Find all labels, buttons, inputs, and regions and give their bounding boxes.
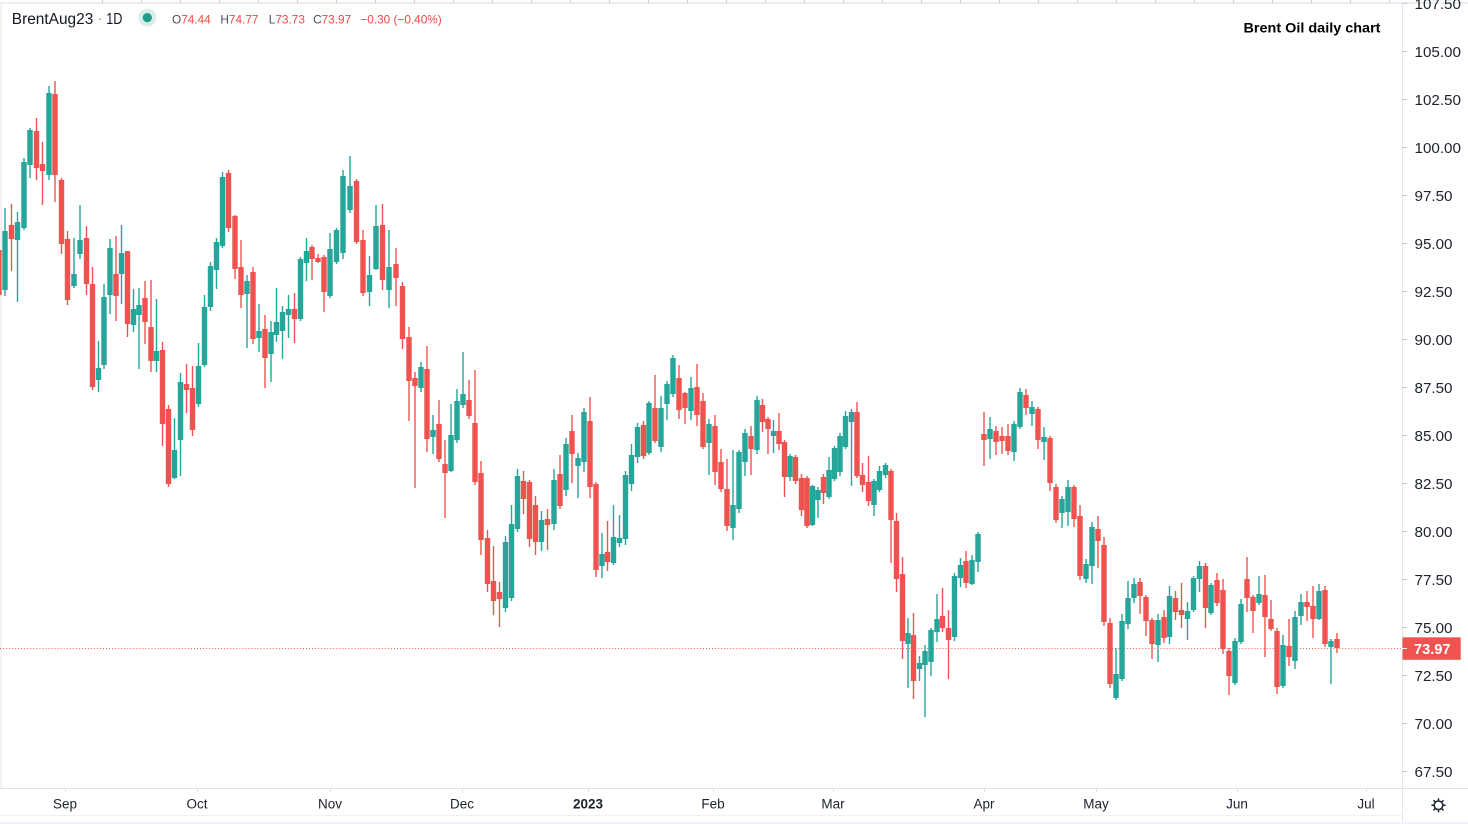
svg-text:72.50: 72.50 [1415, 668, 1453, 685]
svg-text:O74.44: O74.44 [172, 13, 211, 27]
svg-text:100.00: 100.00 [1415, 140, 1461, 157]
svg-text:Nov: Nov [318, 797, 342, 812]
svg-text:105.00: 105.00 [1415, 44, 1461, 61]
svg-text:67.50: 67.50 [1415, 764, 1453, 781]
svg-text:77.50: 77.50 [1415, 572, 1453, 589]
svg-text:Brent Oil daily chart: Brent Oil daily chart [1244, 21, 1382, 36]
svg-text:Feb: Feb [701, 797, 724, 812]
svg-text:92.50: 92.50 [1415, 284, 1453, 301]
svg-text:1D: 1D [106, 11, 122, 28]
svg-text:2023: 2023 [573, 797, 604, 812]
svg-text:102.50: 102.50 [1415, 92, 1461, 109]
svg-text:107.50: 107.50 [1415, 0, 1461, 13]
svg-text:Sep: Sep [53, 797, 77, 812]
svg-text:95.00: 95.00 [1415, 236, 1453, 253]
svg-text:70.00: 70.00 [1415, 716, 1453, 733]
svg-text:Oct: Oct [186, 797, 207, 812]
svg-text:L73.73: L73.73 [269, 13, 306, 27]
svg-text:Jul: Jul [1357, 797, 1374, 812]
svg-text:Dec: Dec [450, 797, 474, 812]
svg-text:85.00: 85.00 [1415, 428, 1453, 445]
svg-text:80.00: 80.00 [1415, 524, 1453, 541]
svg-text:Apr: Apr [973, 797, 995, 812]
svg-text:BrentAug23: BrentAug23 [12, 11, 94, 28]
svg-text:−0.30 (−0.40%): −0.30 (−0.40%) [360, 13, 441, 27]
svg-text:Jun: Jun [1226, 797, 1248, 812]
svg-text:82.50: 82.50 [1415, 476, 1453, 493]
svg-text:May: May [1083, 797, 1109, 812]
svg-text:73.97: 73.97 [1414, 642, 1451, 658]
svg-text:75.00: 75.00 [1415, 620, 1453, 637]
svg-text:·: · [98, 10, 103, 26]
svg-text:87.50: 87.50 [1415, 380, 1453, 397]
svg-text:C73.97: C73.97 [313, 13, 351, 27]
svg-text:H74.77: H74.77 [220, 13, 258, 27]
svg-text:97.50: 97.50 [1415, 188, 1453, 205]
svg-text:90.00: 90.00 [1415, 332, 1453, 349]
svg-text:Mar: Mar [821, 797, 845, 812]
